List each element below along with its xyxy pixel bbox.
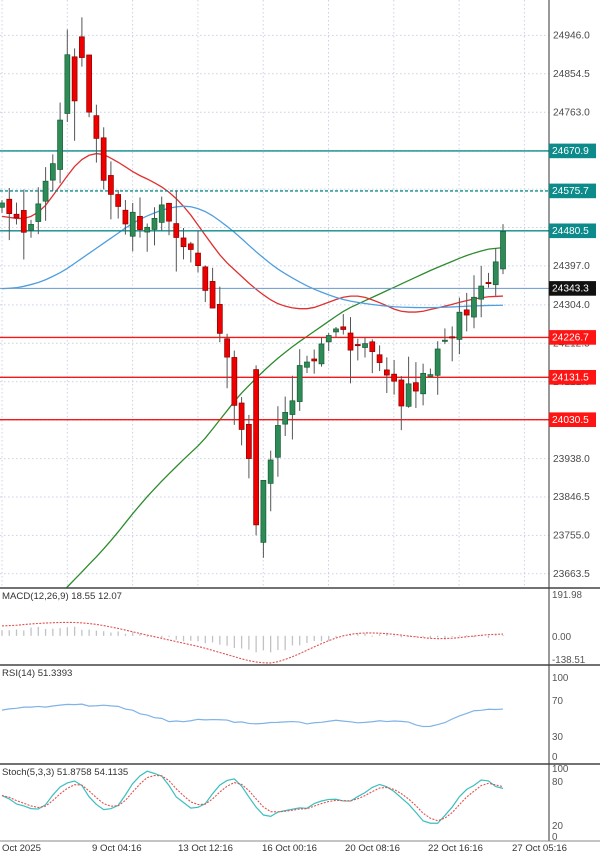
svg-text:9 Oct 04:16: 9 Oct 04:16 — [92, 843, 142, 854]
svg-text:24131.5: 24131.5 — [552, 373, 589, 384]
svg-text:0: 0 — [552, 832, 558, 843]
svg-text:Stoch(5,3,3) 51.8758 54.1135: Stoch(5,3,3) 51.8758 54.1135 — [2, 767, 128, 778]
svg-text:70: 70 — [552, 696, 563, 707]
svg-text:20 Oct 08:16: 20 Oct 08:16 — [345, 843, 400, 854]
svg-text:13 Oct 12:16: 13 Oct 12:16 — [178, 843, 233, 854]
svg-text:24226.7: 24226.7 — [552, 333, 589, 344]
svg-text:Oct 2025: Oct 2025 — [2, 843, 41, 854]
svg-text:MACD(12,26,9) 18.55 12.07: MACD(12,26,9) 18.55 12.07 — [2, 591, 122, 602]
svg-text:24763.0: 24763.0 — [553, 107, 590, 118]
svg-text:24343.3: 24343.3 — [552, 284, 589, 295]
svg-text:20: 20 — [552, 821, 563, 832]
svg-text:100: 100 — [552, 764, 569, 775]
svg-text:23938.0: 23938.0 — [553, 454, 590, 465]
svg-text:16 Oct 00:16: 16 Oct 00:16 — [262, 843, 317, 854]
svg-text:30: 30 — [552, 732, 563, 743]
svg-text:24854.5: 24854.5 — [553, 69, 590, 80]
svg-text:24304.0: 24304.0 — [553, 300, 590, 311]
svg-text:24946.0: 24946.0 — [553, 31, 590, 42]
svg-text:24575.7: 24575.7 — [552, 186, 589, 197]
svg-text:23755.0: 23755.0 — [553, 531, 590, 542]
svg-text:23663.5: 23663.5 — [553, 569, 590, 580]
svg-text:80: 80 — [552, 777, 563, 788]
svg-text:24670.9: 24670.9 — [552, 146, 589, 157]
svg-text:0: 0 — [552, 752, 558, 763]
svg-text:24397.0: 24397.0 — [553, 261, 590, 272]
svg-text:23846.5: 23846.5 — [553, 492, 590, 503]
svg-text:24480.5: 24480.5 — [552, 226, 589, 237]
svg-text:22 Oct 16:16: 22 Oct 16:16 — [428, 843, 483, 854]
svg-text:24030.5: 24030.5 — [552, 415, 589, 426]
svg-text:RSI(14) 51.3393: RSI(14) 51.3393 — [2, 668, 72, 679]
svg-text:0.00: 0.00 — [552, 632, 572, 643]
svg-text:100: 100 — [552, 673, 569, 684]
svg-text:191.98: 191.98 — [552, 590, 583, 601]
svg-text:27 Oct 05:16: 27 Oct 05:16 — [512, 843, 567, 854]
